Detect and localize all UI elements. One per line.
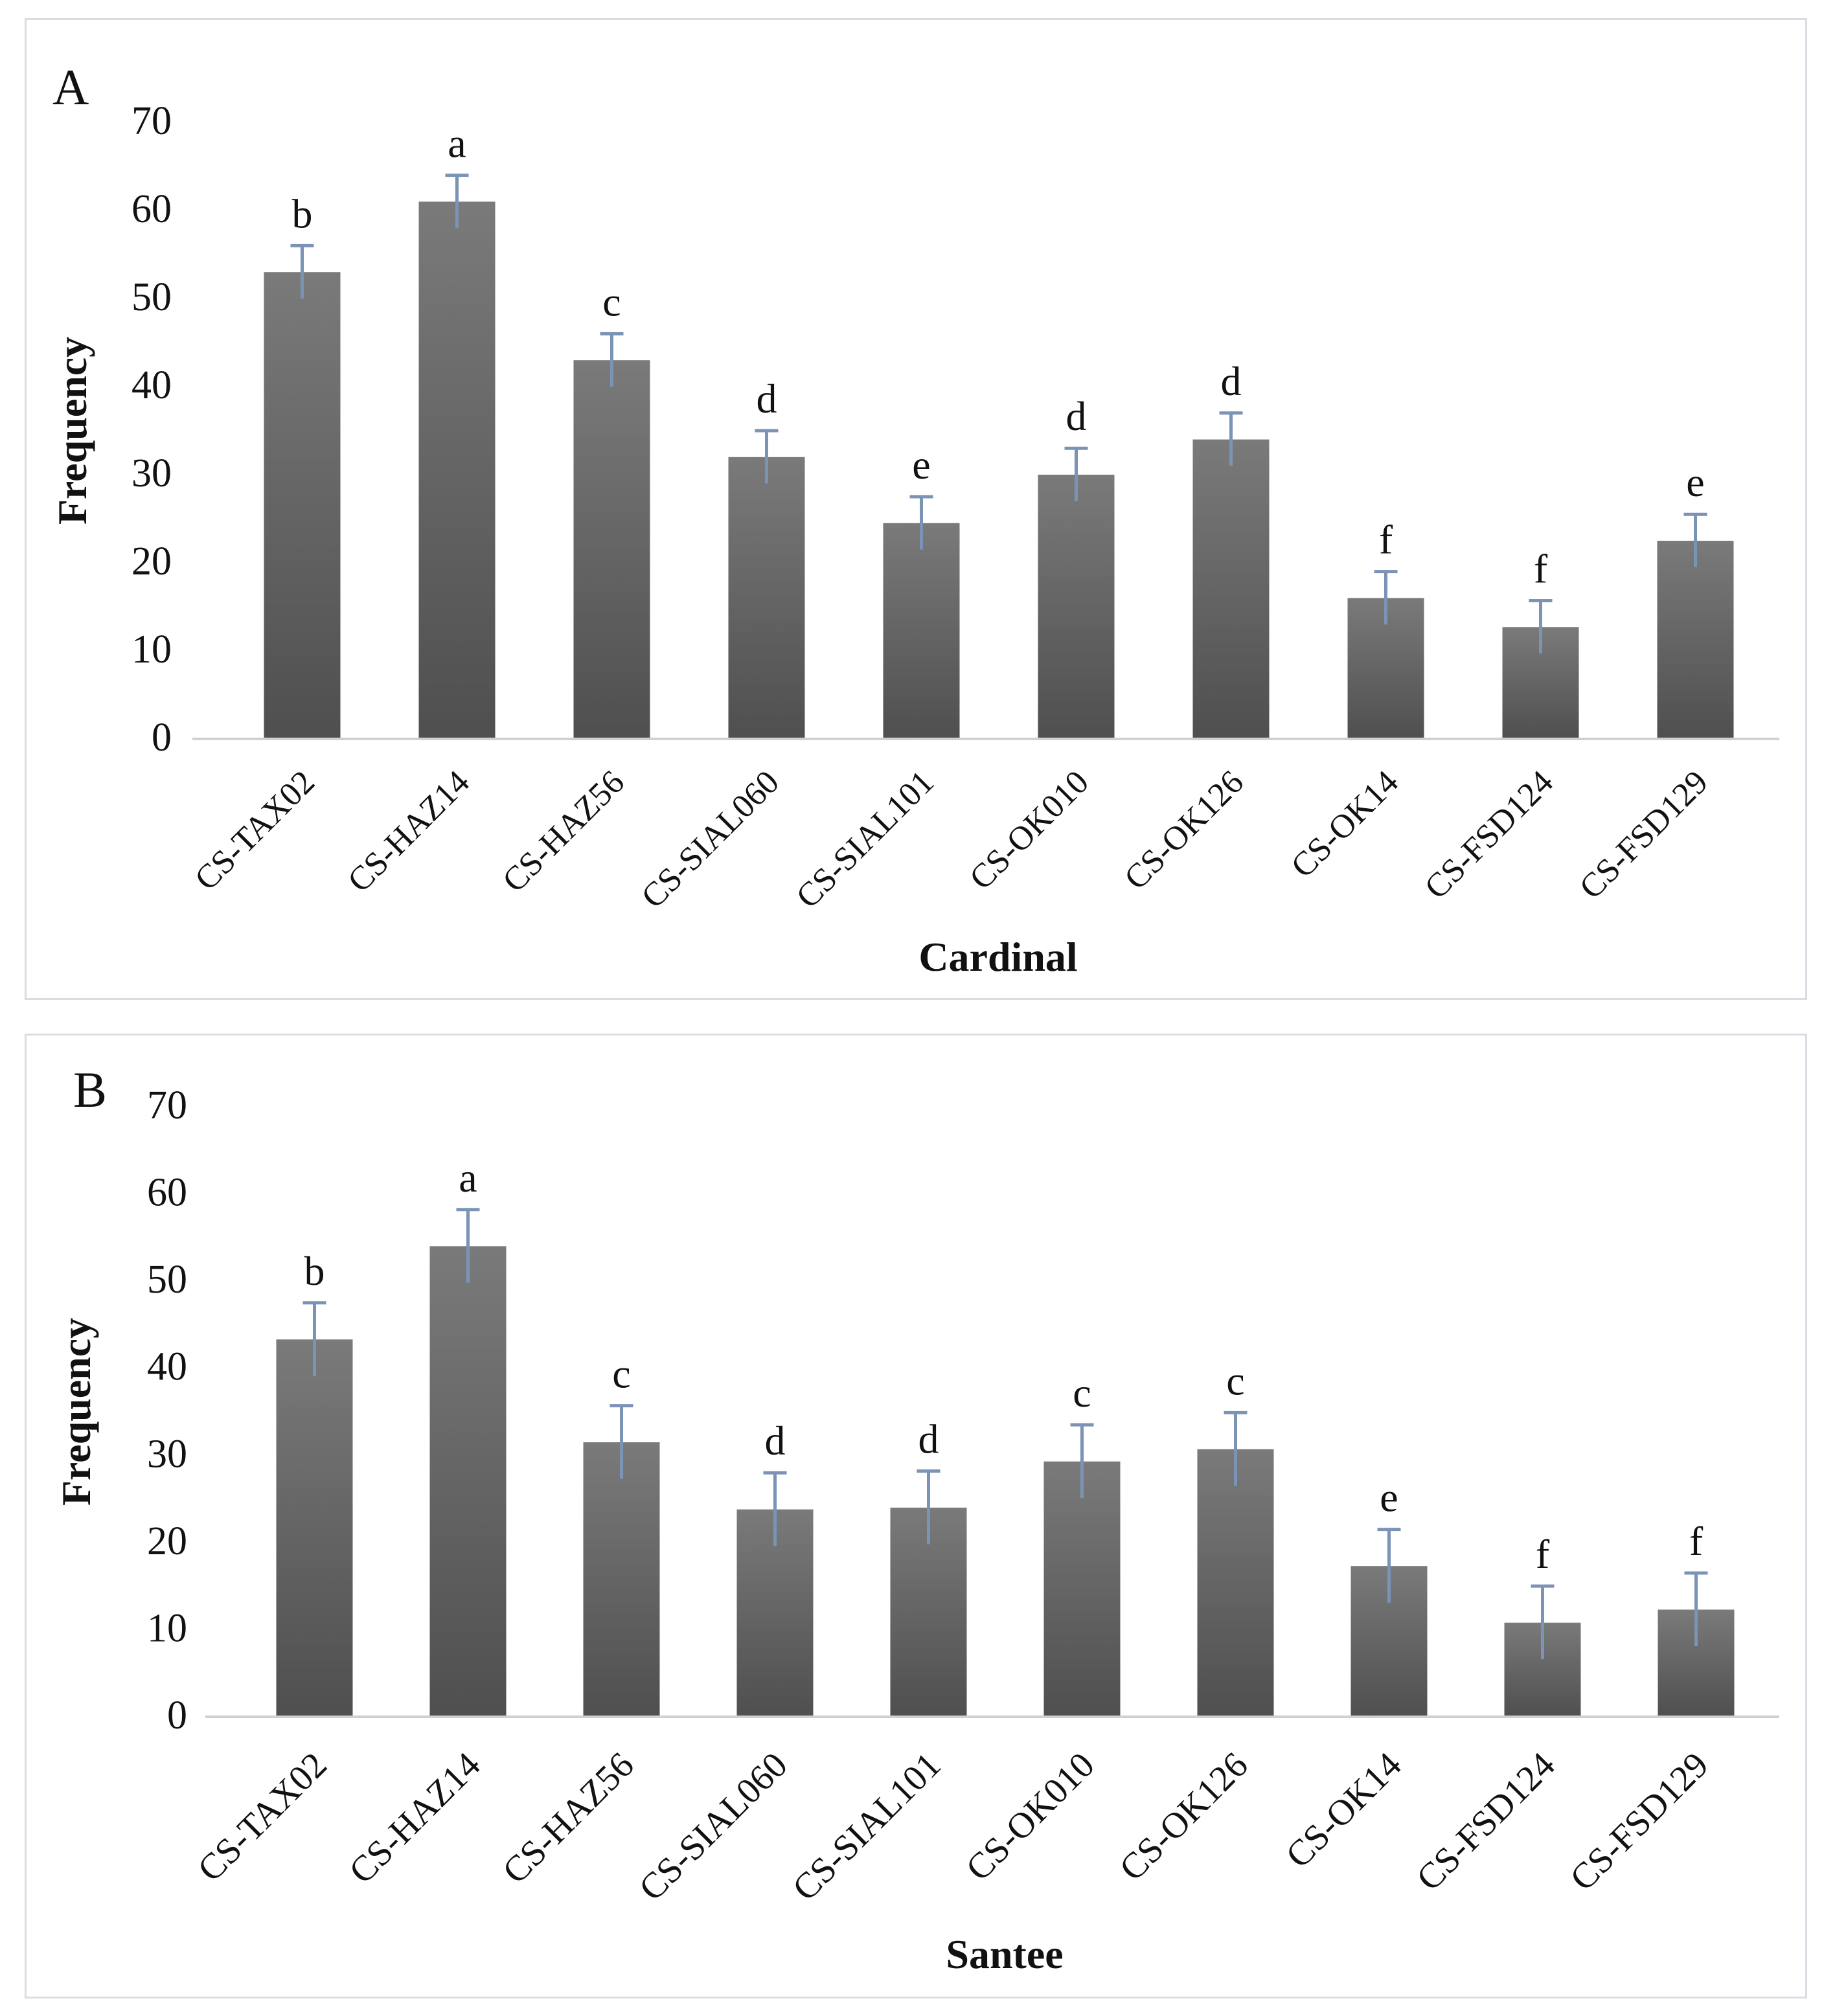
chart-b-significance-letter: f (1536, 1531, 1550, 1577)
chart-a-y-tick-label: 70 (131, 99, 172, 143)
chart-a-significance-letter: e (1686, 459, 1704, 505)
chart-a-y-tick-label: 60 (131, 187, 172, 231)
chart-b-x-tick-label: CS-OK126 (1112, 1745, 1256, 1888)
chart-b-bar (1043, 1461, 1121, 1717)
chart-a-significance-letter: e (912, 442, 930, 488)
chart-b-x-tick-label: CS-FSD129 (1562, 1745, 1716, 1898)
chart-a-y-tick-label: 0 (152, 716, 172, 760)
chart-b-panel-label: B (73, 1061, 107, 1118)
chart-a-bar (883, 523, 960, 739)
chart-a-y-tick-label: 10 (131, 628, 172, 672)
chart-a-significance-letter: b (292, 190, 313, 236)
chart-a-x-tick-label: CS-HAZ56 (496, 764, 632, 900)
chart-b-y-tick-label: 70 (147, 1083, 187, 1127)
chart-a-x-tick-label: CS-FSD129 (1573, 764, 1715, 906)
chart-a-significance-letter: f (1379, 517, 1393, 563)
chart-a-significance-letter: f (1534, 545, 1548, 591)
chart-b-x-tick-label: CS-OK14 (1278, 1745, 1409, 1875)
chart-a-x-tick-label: CS-OK126 (1117, 764, 1251, 897)
chart-a-x-axis-title: Cardinal (918, 934, 1077, 980)
chart-b-significance-letter: c (612, 1351, 630, 1397)
chart-panel-a: A 0 10 20 30 40 50 60 70 Frequency b CS-TAX02 a CS-HA… (25, 18, 1807, 1000)
chart-a-significance-letter: d (757, 376, 777, 422)
chart-a-significance-letter: a (448, 120, 466, 166)
chart-a-x-tick-label: CS-TAX02 (188, 764, 322, 898)
chart-a-bar (264, 272, 341, 739)
chart-b-y-tick-label: 40 (147, 1345, 187, 1389)
chart-b-significance-letter: c (1226, 1357, 1244, 1403)
chart-b-x-tick-label: CS-SIAL101 (785, 1745, 949, 1908)
chart-b-y-axis-title: Frequency (53, 1318, 99, 1506)
chart-b-significance-letter: b (304, 1248, 325, 1294)
chart-a-x-tick-label: CS-OK010 (963, 764, 1096, 897)
chart-a-panel-label: A (52, 59, 89, 115)
chart-a-y-tick-label: 30 (131, 451, 172, 495)
chart-a-x-tick-label: CS-SIAL101 (790, 764, 941, 915)
chart-b-y-tick-label: 20 (147, 1519, 187, 1563)
chart-b-y-tick-label: 0 (167, 1693, 187, 1738)
chart-a-bar (573, 360, 650, 739)
chart-b-bar (583, 1442, 660, 1717)
chart-a-bar (1657, 541, 1734, 739)
chart-a-y-tick-label: 20 (131, 539, 172, 583)
chart-b-x-tick-label: CS-TAX02 (190, 1745, 334, 1889)
chart-a-significance-letter: c (602, 278, 621, 324)
chart-b-x-axis-title: Santee (946, 1931, 1063, 1977)
chart-b-bar (1197, 1449, 1274, 1717)
chart-b-significance-letter: d (765, 1418, 786, 1464)
chart-b-x-tick-label: CS-HAZ56 (495, 1745, 641, 1891)
chart-a-significance-letter: d (1221, 358, 1242, 404)
chart-a-y-axis-title: Frequency (49, 337, 95, 525)
chart-b-y-tick-label: 10 (147, 1606, 187, 1650)
chart-b-significance-letter: f (1689, 1518, 1704, 1564)
chart-b-significance-letter: a (459, 1155, 477, 1201)
chart-b-x-tick-label: CS-FSD124 (1409, 1745, 1562, 1898)
chart-a-svg: A 0 10 20 30 40 50 60 70 Frequency b CS-TAX02 a CS-HA… (49, 59, 1779, 980)
chart-b-y-tick-label: 50 (147, 1258, 187, 1302)
chart-a-x-tick-label: CS-OK14 (1284, 764, 1406, 885)
chart-b-x-tick-label: CS-OK010 (959, 1745, 1102, 1888)
chart-a-bar (1038, 475, 1115, 739)
chart-panel-b: B 0 10 20 30 40 50 60 70 Frequency b CS-TAX02 a CS-HA… (25, 1034, 1807, 1999)
chart-a-y-tick-label: 50 (131, 275, 172, 319)
chart-a-bar (728, 457, 805, 739)
chart-b-y-tick-label: 30 (147, 1432, 187, 1476)
chart-b-significance-letter: e (1380, 1475, 1398, 1521)
chart-a-bar (418, 201, 496, 739)
chart-a-x-tick-label: CS-HAZ14 (341, 764, 477, 900)
chart-a-significance-letter: d (1066, 393, 1087, 439)
chart-b-significance-letter: c (1073, 1370, 1091, 1416)
chart-a-x-tick-label: CS-SIAL060 (635, 764, 786, 915)
chart-b-y-tick-label: 60 (147, 1171, 187, 1215)
chart-b-svg: B 0 10 20 30 40 50 60 70 Frequency b CS-TAX02 a CS-HA… (53, 1061, 1779, 1977)
chart-b-bar (429, 1246, 507, 1717)
chart-a-y-tick-label: 40 (131, 363, 172, 407)
chart-a-bar (1192, 439, 1270, 739)
chart-b-x-tick-label: CS-SIAL060 (632, 1745, 795, 1908)
chart-a-x-tick-label: CS-FSD124 (1418, 764, 1560, 906)
chart-b-x-tick-label: CS-HAZ14 (341, 1745, 488, 1891)
chart-b-significance-letter: d (918, 1416, 939, 1462)
chart-b-bar (276, 1339, 353, 1717)
